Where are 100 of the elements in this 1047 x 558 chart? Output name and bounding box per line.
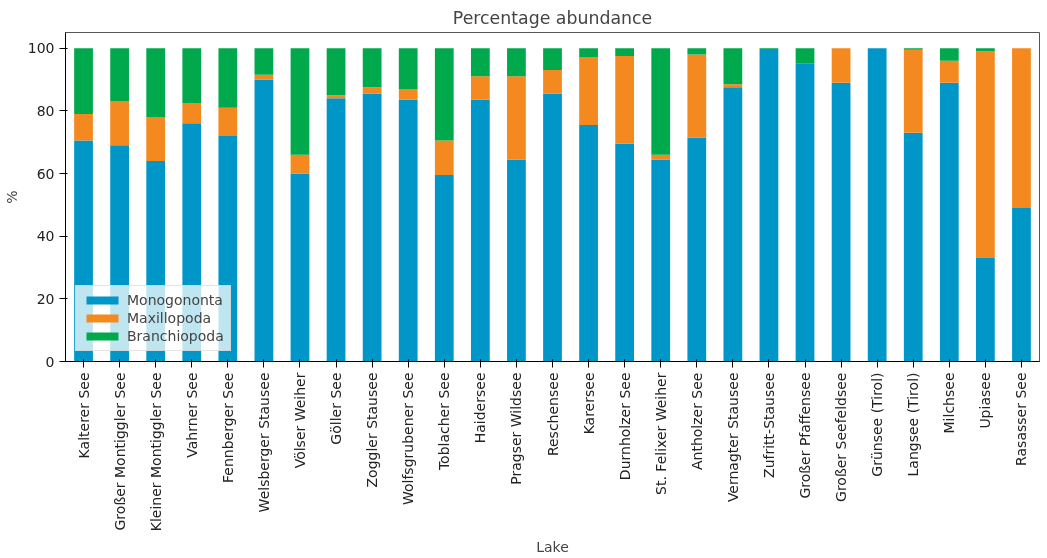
- bar: [470, 48, 490, 77]
- x-tick-label: Völser Weiher: [291, 372, 308, 469]
- bar: [362, 93, 382, 362]
- bar: [398, 88, 418, 100]
- x-tick-label: St. Felixer Weiher: [652, 372, 669, 495]
- bar: [903, 132, 923, 362]
- bar: [146, 117, 166, 161]
- x-tick-label: Kalterer See: [75, 372, 92, 459]
- bar: [507, 48, 526, 77]
- bar: [723, 87, 743, 362]
- bar: [362, 48, 382, 88]
- bar: [579, 57, 598, 125]
- x-tick-label: Welsberger Stausee: [255, 372, 272, 513]
- bar: [759, 49, 779, 362]
- bar: [507, 76, 526, 160]
- x-tick-label: Durnholzer See: [616, 372, 633, 481]
- bar: [434, 175, 454, 362]
- bar: [290, 154, 310, 174]
- x-tick-label: Großer Pfaffensee: [797, 372, 814, 499]
- bar: [74, 113, 93, 141]
- legend-label: Monogononta: [127, 292, 223, 308]
- x-tick-label: Vahrner See: [183, 372, 200, 458]
- bar: [1012, 207, 1031, 362]
- legend-label: Maxillopoda: [127, 310, 212, 326]
- bar: [254, 48, 274, 75]
- x-tick-label: Rasasser See: [1013, 372, 1030, 466]
- x-axis-title: Lake: [536, 539, 569, 556]
- x-tick-label: Großer Montiggler See: [111, 372, 128, 531]
- bar: [362, 87, 382, 94]
- bar: [615, 56, 635, 144]
- bar: [326, 95, 346, 99]
- x-tick-label: Zoggler Stausee: [364, 372, 381, 488]
- x-tick-label: Wolfsgrubener See: [400, 372, 417, 506]
- x-tick-label: Vernagter Stausee: [724, 372, 741, 503]
- bar: [831, 82, 851, 362]
- bar: [218, 107, 238, 136]
- bar: [218, 48, 238, 108]
- bar: [723, 84, 743, 88]
- bar: [1012, 48, 1031, 208]
- legend-label: Branchiopoda: [127, 328, 224, 344]
- x-tick-label: Kleiner Montiggler See: [147, 372, 164, 532]
- bar: [579, 124, 598, 362]
- bar: [939, 60, 959, 83]
- bar: [398, 99, 418, 362]
- bar: [110, 48, 129, 102]
- x-tick-label: Milchsee: [941, 372, 958, 434]
- bar: [326, 98, 346, 362]
- bar: [470, 99, 490, 362]
- bar: [795, 63, 815, 362]
- bar: [254, 74, 274, 80]
- bar: [326, 48, 346, 96]
- bar: [795, 48, 815, 64]
- bar: [976, 48, 995, 52]
- y-tick-label: 20: [36, 290, 55, 307]
- bar: [182, 103, 202, 124]
- bar: [110, 101, 129, 146]
- bar: [723, 48, 743, 85]
- x-tick-label: Göller See: [328, 372, 345, 445]
- y-tick-label: 100: [27, 40, 55, 57]
- bar: [615, 143, 635, 362]
- bar: [398, 48, 418, 89]
- y-axis-title: %: [3, 190, 20, 204]
- bar: [543, 93, 562, 362]
- bar: [976, 258, 995, 362]
- x-tick-label: Haidersee: [472, 372, 489, 444]
- bar: [290, 48, 310, 155]
- x-tick-label: Grünsee (Tirol): [869, 372, 886, 477]
- y-tick-label: 60: [36, 165, 55, 182]
- bar: [831, 48, 851, 83]
- bar: [254, 79, 274, 362]
- bar: [939, 48, 959, 61]
- y-tick-label: 0: [45, 353, 55, 370]
- bar: [290, 173, 310, 362]
- bar: [939, 82, 959, 362]
- bar: [903, 49, 923, 133]
- x-tick-label: Karersee: [580, 372, 597, 435]
- bar: [182, 48, 202, 103]
- bar: [74, 48, 93, 114]
- chart-title: Percentage abundance: [452, 7, 653, 28]
- bar: [146, 48, 166, 118]
- bar: [579, 48, 598, 58]
- x-tick-label: Fennberger See: [219, 372, 236, 483]
- x-tick-label: Großer Seefeldsee: [833, 372, 850, 502]
- x-tick-label: Pragser Wildsee: [508, 372, 525, 485]
- bar: [687, 54, 707, 138]
- x-tick-label: Reschensee: [544, 372, 561, 457]
- bar: [651, 48, 671, 155]
- y-tick-label: 40: [36, 228, 55, 245]
- bar: [470, 76, 490, 100]
- bar: [434, 140, 454, 176]
- bar: [867, 48, 887, 362]
- x-tick-label: Langsee (Tirol): [905, 372, 922, 477]
- bar: [615, 48, 635, 56]
- bar: [543, 48, 562, 71]
- bar: [687, 137, 707, 362]
- x-tick-label: Antholzer See: [688, 372, 705, 471]
- bar: [543, 70, 562, 94]
- bar: [507, 159, 526, 362]
- bar: [434, 48, 454, 141]
- y-tick-label: 80: [36, 102, 55, 119]
